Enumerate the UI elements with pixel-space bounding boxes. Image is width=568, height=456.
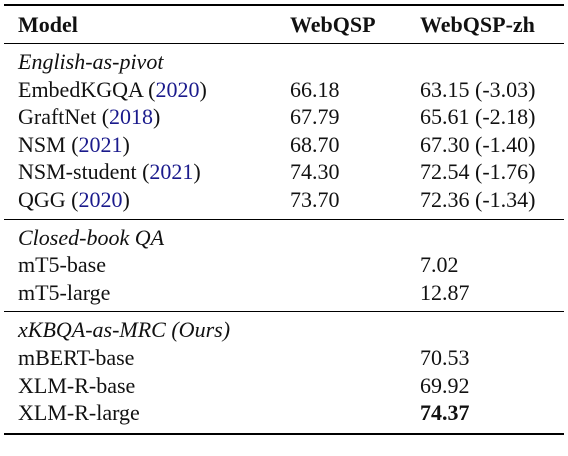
- cell-webqsp: 67.79: [290, 104, 340, 130]
- table-row-xlm-r-base: XLM-R-base 69.92: [4, 372, 564, 400]
- model-name: NSM-student: [18, 159, 137, 185]
- group-title-closed-book-qa: Closed-book QA: [18, 224, 165, 250]
- group-title-english-as-pivot: English-as-pivot: [18, 49, 164, 74]
- cell-webqsp: 74.30: [290, 159, 340, 185]
- cell-webqsp-zh: 69.92: [420, 372, 470, 398]
- cell-webqsp-zh: 67.30 (-1.40): [420, 131, 536, 157]
- table-row-graftnet: GraftNet (2018) 67.79 65.61 (-2.18): [18, 104, 536, 130]
- cell-webqsp-zh: 7.02: [420, 252, 459, 278]
- header-model: Model: [18, 12, 78, 37]
- table-row-xlm-r-large: XLM-R-large 74.37: [4, 399, 564, 427]
- cell-webqsp-zh: 72.54 (-1.76): [420, 159, 536, 185]
- cell-webqsp-zh: 63.15 (-3.03): [420, 76, 536, 102]
- citation-link[interactable]: 2020: [78, 186, 123, 212]
- group-rule: [4, 311, 564, 313]
- header-webqsp-zh: WebQSP-zh: [420, 12, 535, 37]
- group-rule: [4, 218, 564, 220]
- cell-webqsp-zh: 65.61 (-2.18): [420, 104, 536, 130]
- cell-webqsp-zh-best: 74.37: [420, 400, 470, 426]
- table-row-mt5-base: mT5-base 7.02: [4, 251, 564, 279]
- citation-link[interactable]: 2021: [78, 131, 123, 157]
- model-name: XLM-R-large: [18, 400, 140, 426]
- cell-webqsp-zh: 12.87: [420, 279, 470, 305]
- header-rule: [4, 43, 564, 44]
- table-row-nsm: NSM (2021) 68.70 67.30 (-1.40): [18, 131, 536, 157]
- table-row-nsm-student: NSM-student (2021) 74.30 72.54 (-1.76): [18, 159, 536, 185]
- model-name: EmbedKGQA: [18, 76, 143, 102]
- model-name: mT5-base: [18, 252, 106, 278]
- model-name: GraftNet: [18, 104, 97, 130]
- model-name: XLM-R-base: [18, 372, 136, 398]
- bottom-rule: [4, 432, 564, 435]
- cell-webqsp-zh: 72.36 (-1.34): [420, 186, 536, 212]
- cell-webqsp: 66.18: [290, 76, 340, 102]
- table-row-embedkgqa: EmbedKGQA (2020) 66.18 63.15 (-3.03): [18, 76, 536, 102]
- header-webqsp: WebQSP: [290, 12, 376, 37]
- model-name: mBERT-base: [18, 344, 135, 370]
- results-table: Model WebQSP WebQSP-zh English-as-pivot …: [4, 4, 564, 435]
- citation-link[interactable]: 2018: [109, 104, 154, 130]
- table-row-qgg: QGG (2020) 73.70 72.36 (-1.34): [18, 186, 536, 212]
- model-name: QGG: [18, 186, 66, 212]
- header-row: Model WebQSP WebQSP-zh: [4, 6, 564, 43]
- cell-webqsp: 73.70: [290, 186, 340, 212]
- table-row-mt5-large: mT5-large 12.87: [4, 279, 564, 307]
- top-rule: [4, 4, 564, 6]
- model-name: mT5-large: [18, 279, 111, 305]
- cell-webqsp: 68.70: [290, 131, 340, 157]
- model-name: NSM: [18, 131, 66, 157]
- table-row-mbert-base: mBERT-base 70.53: [4, 344, 564, 372]
- citation-link[interactable]: 2021: [149, 159, 194, 185]
- group-title-xkbqa-as-mrc: xKBQA-as-MRC (Ours): [18, 317, 231, 343]
- citation-link[interactable]: 2020: [155, 76, 200, 102]
- cell-webqsp-zh: 70.53: [420, 344, 470, 370]
